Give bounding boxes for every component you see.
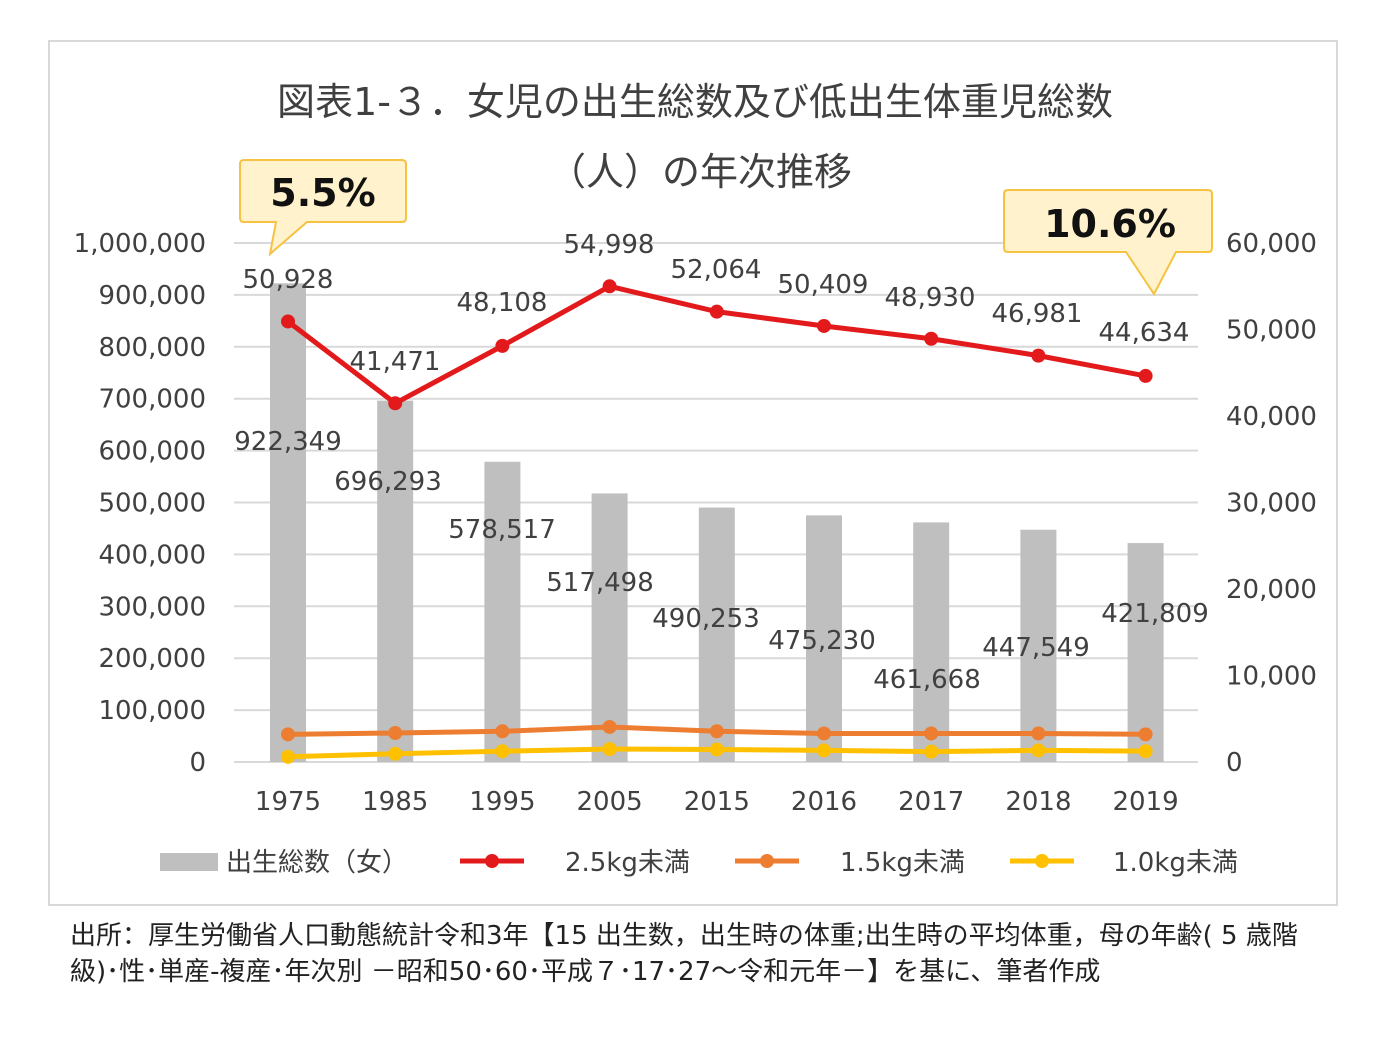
point-1.0kg未満-2017 [924,744,939,759]
chart: 図表1-３．女児の出生総数及び低出生体重児総数 （人）の年次推移 922,349… [74,80,1317,878]
legend-swatch-bar [160,853,218,871]
point-1.5kg未満-1975 [281,727,295,742]
line-data-label: 54,998 [564,230,655,260]
line-data-label: 48,930 [885,283,976,313]
legend-label: 1.0kg未満 [1113,848,1238,878]
bar-data-label: 578,517 [448,515,556,545]
callout-2019 [1003,189,1213,296]
right-tick-label: 50,000 [1226,316,1317,346]
left-tick-label: 800,000 [98,333,206,363]
point-2.5kg未満-1985 [388,396,403,411]
bar-1975 [270,283,306,762]
left-tick-label: 0 [189,748,206,778]
line-data-label: 50,409 [778,270,869,300]
point-2.5kg未満-2015 [709,304,724,319]
left-tick-label: 600,000 [98,437,206,467]
right-tick-label: 40,000 [1226,402,1317,432]
right-tick-label: 60,000 [1226,229,1317,259]
point-1.0kg未満-2016 [817,743,831,758]
point-1.5kg未満-2019 [1138,727,1153,742]
bar-1985 [377,400,414,762]
callout-text: 5.5% [270,171,375,215]
right-tick-label: 0 [1226,748,1243,778]
point-2.5kg未満-2019 [1138,368,1153,383]
left-tick-label: 500,000 [98,489,206,519]
point-1.5kg未満-2018 [1031,726,1046,741]
x-tick-label: 2017 [898,787,964,817]
bar-data-label: 696,293 [334,467,442,497]
point-1.5kg未満-2005 [602,719,617,734]
x-tick-label: 2016 [791,787,857,817]
bar-2018 [1020,529,1057,762]
legend-label: 1.5kg未満 [840,848,965,878]
line-data-label: 41,471 [350,347,441,377]
x-tick-label: 2019 [1113,787,1179,817]
bar-data-label: 490,253 [652,604,760,634]
bar-1995 [484,461,521,762]
legend-marker [1035,854,1049,868]
bar-2016 [806,515,842,762]
point-2.5kg未満-2016 [817,318,831,333]
bar-2017 [913,522,950,762]
point-1.0kg未満-2018 [1031,743,1046,758]
line-data-label: 48,108 [457,288,548,318]
point-1.0kg未満-1995 [495,744,510,759]
line-data-label: 50,928 [243,265,334,295]
bar-data-label: 475,230 [768,626,876,656]
x-tick-label: 2005 [577,787,643,817]
legend-label: 2.5kg未満 [565,848,690,878]
bar-data-label: 447,549 [982,633,1090,663]
x-tick-label: 1975 [255,787,321,817]
left-tick-label: 700,000 [98,385,206,415]
line-data-label: 52,064 [671,255,762,285]
point-2.5kg未満-1995 [495,338,510,353]
left-tick-label: 400,000 [98,540,206,570]
point-2.5kg未満-1975 [281,314,295,329]
left-tick-label: 1,000,000 [74,229,206,259]
x-tick-label: 2018 [1005,787,1071,817]
source-note: 出所：厚生労働省人口動態統計令和3年【15 出生数，出生時の体重;出生時の平均体… [70,921,1298,987]
point-1.5kg未満-2015 [709,724,724,739]
point-2.5kg未満-2018 [1031,348,1046,363]
point-1.5kg未満-1985 [388,726,403,741]
bar-data-label: 461,668 [873,665,981,695]
chart-frame [48,40,1338,906]
point-2.5kg未満-2005 [602,279,617,294]
legend-label: 出生総数（女） [226,848,408,878]
point-1.0kg未満-1975 [281,749,295,764]
legend-marker [485,854,499,868]
bar-2015 [698,507,735,762]
right-tick-label: 30,000 [1226,489,1317,519]
bar-2019 [1127,543,1164,762]
chart-title-line2: （人）の年次推移 [548,150,852,194]
point-1.0kg未満-2015 [709,742,724,757]
legend-marker [760,854,774,868]
point-1.5kg未満-2017 [924,726,939,741]
left-tick-label: 100,000 [98,696,206,726]
callout-1975 [239,159,407,257]
point-2.5kg未満-2017 [924,331,939,346]
chart-title-line1: 図表1-３．女児の出生総数及び低出生体重児総数 [277,80,1113,124]
line-data-label: 46,981 [992,299,1083,329]
bar-2005 [591,493,628,762]
x-tick-label: 1985 [362,787,428,817]
point-1.5kg未満-1995 [495,724,510,739]
x-tick-label: 2015 [684,787,750,817]
point-1.5kg未満-2016 [817,726,831,741]
left-tick-label: 300,000 [98,592,206,622]
bar-data-label: 517,498 [546,568,654,598]
point-1.0kg未満-2005 [602,742,617,757]
callout-text: 10.6% [1044,202,1176,246]
point-1.0kg未満-2019 [1138,744,1153,759]
right-tick-label: 10,000 [1226,662,1317,692]
left-tick-label: 200,000 [98,644,206,674]
left-tick-label: 900,000 [98,281,206,311]
bar-data-label: 421,809 [1101,599,1209,629]
right-tick-label: 20,000 [1226,575,1317,605]
bar-data-label: 922,349 [234,427,342,457]
x-tick-label: 1995 [469,787,535,817]
point-1.0kg未満-1985 [388,746,403,761]
line-data-label: 44,634 [1099,318,1190,348]
